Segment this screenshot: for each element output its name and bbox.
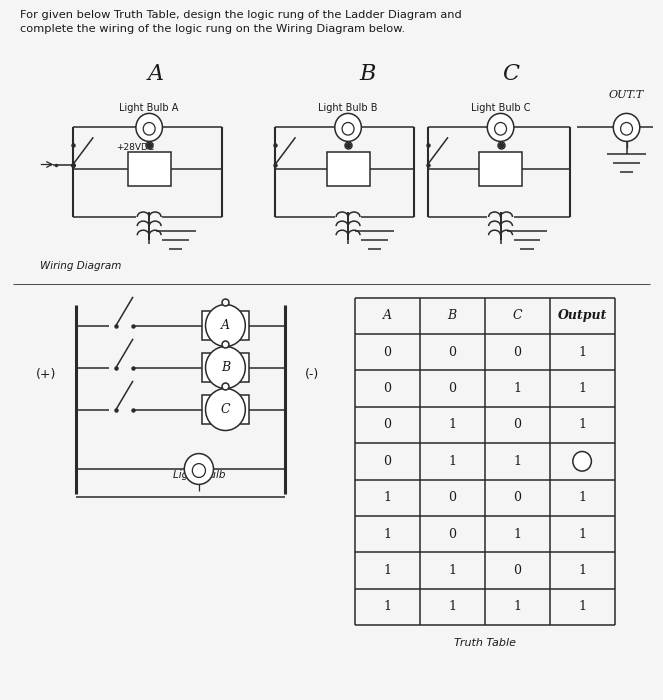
Text: C: C: [221, 403, 230, 416]
Bar: [202, 395, 249, 424]
Text: C: C: [502, 62, 519, 85]
Text: 1: 1: [383, 564, 391, 577]
Text: 0: 0: [513, 491, 521, 504]
Text: 1: 1: [513, 382, 521, 395]
Text: Wiring Diagram: Wiring Diagram: [40, 261, 121, 271]
Text: 1: 1: [448, 455, 456, 468]
Text: 0: 0: [513, 564, 521, 577]
Text: 0: 0: [383, 455, 391, 468]
Circle shape: [573, 452, 591, 471]
Text: Light Bulb A: Light Bulb A: [119, 104, 179, 113]
Bar: [327, 152, 370, 186]
Text: Light Bulb C: Light Bulb C: [471, 104, 530, 113]
Text: For given below Truth Table, design the logic rung of the Ladder Diagram and: For given below Truth Table, design the …: [20, 10, 461, 20]
Circle shape: [136, 113, 162, 141]
Circle shape: [487, 113, 514, 141]
Text: Truth Table: Truth Table: [453, 638, 516, 648]
Text: 1: 1: [578, 419, 586, 431]
Text: 0: 0: [448, 528, 456, 540]
Circle shape: [143, 122, 155, 135]
Circle shape: [613, 113, 640, 141]
Text: 1: 1: [448, 564, 456, 577]
Text: 0: 0: [383, 382, 391, 395]
Text: complete the wiring of the logic rung on the Wiring Diagram below.: complete the wiring of the logic rung on…: [20, 25, 405, 34]
Text: (-): (-): [304, 368, 319, 381]
Text: A: A: [383, 309, 392, 322]
Bar: [202, 353, 249, 382]
Circle shape: [206, 304, 245, 346]
Text: 0: 0: [383, 419, 391, 431]
Text: 0: 0: [513, 346, 521, 358]
Text: 1: 1: [578, 564, 586, 577]
Circle shape: [621, 122, 633, 135]
Bar: [127, 152, 171, 186]
Text: Light Bulb: Light Bulb: [172, 470, 225, 480]
Text: 1: 1: [383, 601, 391, 613]
Circle shape: [206, 389, 245, 430]
Circle shape: [335, 113, 361, 141]
Circle shape: [184, 454, 213, 484]
Circle shape: [342, 122, 354, 135]
Text: C: C: [512, 309, 522, 322]
Text: 1: 1: [578, 346, 586, 358]
Text: 1: 1: [578, 491, 586, 504]
Text: Output: Output: [558, 309, 607, 322]
Bar: [479, 152, 522, 186]
Text: A: A: [148, 62, 164, 85]
Text: 0: 0: [448, 382, 456, 395]
Circle shape: [192, 463, 206, 477]
Text: 1: 1: [448, 601, 456, 613]
Text: 1: 1: [513, 601, 521, 613]
Text: 1: 1: [383, 491, 391, 504]
Text: 1: 1: [513, 528, 521, 540]
Text: 1: 1: [448, 419, 456, 431]
Circle shape: [206, 346, 245, 389]
Text: B: B: [221, 361, 230, 374]
Text: Light Bulb B: Light Bulb B: [318, 104, 378, 113]
Text: 0: 0: [448, 346, 456, 358]
Text: 1: 1: [513, 455, 521, 468]
Text: 0: 0: [448, 491, 456, 504]
Text: +28VDC: +28VDC: [116, 144, 154, 152]
Text: 1: 1: [578, 601, 586, 613]
Text: 1: 1: [578, 528, 586, 540]
Text: 0: 0: [513, 419, 521, 431]
Circle shape: [495, 122, 507, 135]
Text: 1: 1: [383, 528, 391, 540]
Text: 1: 1: [578, 382, 586, 395]
Text: 0: 0: [383, 346, 391, 358]
Text: B: B: [448, 309, 457, 322]
Text: OUT.T: OUT.T: [609, 90, 644, 99]
Text: (+): (+): [36, 368, 56, 381]
Text: B: B: [360, 62, 376, 85]
Bar: [202, 311, 249, 340]
Text: A: A: [221, 319, 230, 332]
